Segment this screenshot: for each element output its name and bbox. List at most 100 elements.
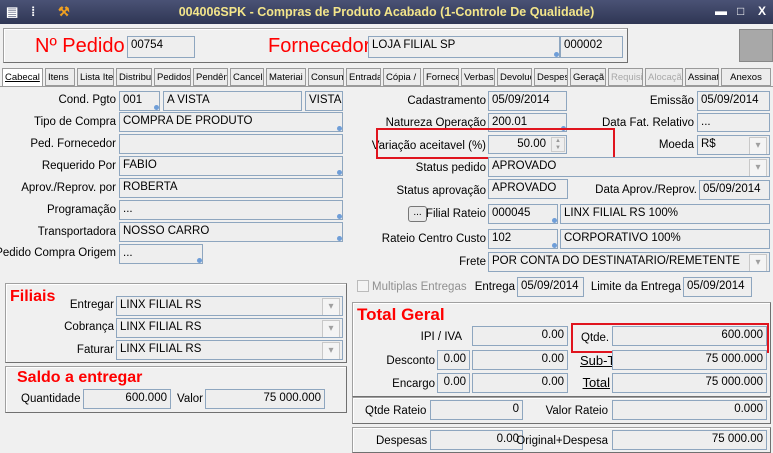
side-button[interactable]	[739, 29, 773, 62]
faturar-label: Faturar	[76, 344, 114, 356]
cond-pgto-extra-field: VISTA	[305, 91, 343, 111]
aprov-reprov-por-label: Aprov./Reprov. por	[21, 182, 116, 194]
tab-distribuicao[interactable]: Distribui	[116, 68, 152, 86]
emissao-label: Emissão	[649, 95, 694, 107]
window-title: 004006SPK - Compras de Produto Acabado (…	[178, 5, 595, 19]
status-pedido-label: Status pedido	[415, 162, 486, 174]
tab-alocacao: Alocaçã	[645, 68, 683, 86]
traffic-light-icon[interactable]: ⁞	[31, 4, 36, 19]
requerido-por-field[interactable]: FABIO	[119, 156, 343, 176]
tab-anexos[interactable]: Anexos	[721, 68, 771, 86]
entregar-dropdown[interactable]: LINX FILIAL RS	[116, 296, 343, 316]
cond-pgto-label: Cond. Pgto	[58, 94, 116, 106]
filiais-panel	[5, 283, 347, 363]
total-field: 75 000.000	[612, 373, 767, 393]
tab-materiais[interactable]: Materiai	[266, 68, 306, 86]
subtotal-field: 75 000.000	[612, 350, 767, 370]
encargo-label: Encargo	[392, 378, 435, 390]
title-bar: ▤ ⁞ ⚒ 004006SPK - Compras de Produto Aca…	[0, 0, 773, 24]
despesas-label: Despesas	[376, 435, 428, 447]
tab-cancelamento[interactable]: Cancela	[230, 68, 264, 86]
tab-verbas[interactable]: Verbas	[461, 68, 495, 86]
rateio-cc-label: Rateio Centro Custo	[381, 233, 486, 245]
multiplas-entregas-checkbox[interactable]	[357, 280, 369, 292]
tools-icon[interactable]: ⚒	[58, 4, 70, 19]
fornecedor-code-field[interactable]: 000002	[560, 36, 623, 58]
data-fat-field[interactable]: ...	[697, 113, 770, 132]
fornecedor-label: Fornecedor	[268, 35, 371, 57]
desconto-field[interactable]: 0.00	[472, 350, 568, 370]
natureza-label: Natureza Operação	[385, 117, 486, 129]
header-panel	[3, 28, 628, 63]
valor-rateio-field: 0.000	[612, 400, 767, 420]
tab-devolucao[interactable]: Devoluç	[497, 68, 532, 86]
pedido-origem-field[interactable]: ...	[119, 244, 203, 264]
encargo-field[interactable]: 0.00	[472, 373, 568, 393]
total-label[interactable]: Total	[582, 375, 610, 390]
natureza-field[interactable]: 200.01	[488, 113, 567, 132]
variacao-field[interactable]: 50.00	[488, 135, 567, 154]
limite-entrega-label: Limite da Entrega	[590, 281, 681, 293]
desconto-pct-field[interactable]: 0.00	[437, 350, 470, 370]
emissao-field[interactable]: 05/09/2014	[697, 91, 770, 111]
pedido-field[interactable]: 00754	[127, 36, 195, 58]
limite-entrega-field[interactable]: 05/09/2014	[683, 277, 752, 297]
data-aprov-field: 05/09/2014	[699, 180, 770, 200]
desconto-label: Desconto	[386, 355, 435, 367]
pedido-label: Nº Pedido	[35, 35, 125, 57]
data-aprov-label: Data Aprov./Reprov.	[595, 184, 697, 196]
pedido-origem-label: Pedido Compra Origem	[0, 247, 116, 259]
encargo-pct-field[interactable]: 0.00	[437, 373, 470, 393]
cadastramento-field: 05/09/2014	[488, 91, 567, 111]
frete-dropdown[interactable]: POR CONTA DO DESTINATARIO/REMETENTE	[488, 252, 770, 272]
filial-rateio-code-field[interactable]: 000045	[488, 204, 558, 224]
close-button[interactable]: X	[758, 4, 767, 18]
faturar-dropdown[interactable]: LINX FILIAL RS	[116, 340, 343, 360]
tab-itens[interactable]: Itens	[45, 68, 75, 86]
entrega-field[interactable]: 05/09/2014	[517, 277, 584, 297]
tab-bar: Cabecal Itens Lista Ite Distribui Pedido…	[2, 68, 771, 87]
rateio-panel	[352, 397, 771, 424]
tipo-compra-field[interactable]: COMPRA DE PRODUTO	[119, 112, 343, 132]
tab-geracao[interactable]: Geraçã	[570, 68, 606, 86]
tab-fornecedor[interactable]: Fornece	[423, 68, 459, 86]
saldo-valor-label: Valor	[177, 393, 203, 405]
saldo-title: Saldo a entregar	[17, 369, 143, 386]
fornecedor-name-field[interactable]: LOJA FILIAL SP	[368, 36, 560, 58]
minimize-button[interactable]: ▬	[715, 4, 727, 18]
maximize-button[interactable]: □	[737, 4, 745, 18]
ped-fornecedor-field[interactable]	[119, 134, 343, 154]
variacao-spinner[interactable]: ▲ ▼	[551, 137, 565, 152]
cobranca-dropdown[interactable]: LINX FILIAL RS	[116, 318, 343, 338]
aprov-reprov-por-field[interactable]: ROBERTA	[119, 178, 343, 198]
qtde-rateio-field: 0	[430, 400, 523, 420]
tab-entrada[interactable]: Entrada	[346, 68, 381, 86]
tab-pedidos[interactable]: Pedidos	[154, 68, 191, 86]
menu-icon[interactable]: ▤	[6, 4, 19, 19]
tab-cabecal[interactable]: Cabecal	[2, 68, 43, 87]
tab-copia[interactable]: Cópia /	[383, 68, 421, 86]
tab-despesas[interactable]: Despes	[534, 68, 568, 86]
tab-lista-itens[interactable]: Lista Ite	[77, 68, 114, 86]
frete-label: Frete	[459, 256, 486, 268]
multiplas-entregas-label: Multiplas Entregas	[372, 281, 467, 293]
total-geral-panel	[352, 302, 771, 397]
highlight-box-variacao	[376, 128, 615, 159]
transportadora-field[interactable]: NOSSO CARRO	[119, 222, 343, 242]
tab-pendencias[interactable]: Pendên	[193, 68, 228, 86]
cond-pgto-code-field[interactable]: 001	[119, 91, 160, 111]
rateio-cc-code-field[interactable]: 102	[488, 229, 558, 249]
status-aprovacao-label: Status aprovação	[396, 185, 486, 197]
original-despesa-field: 75 000.00	[612, 430, 767, 450]
tab-assinatura[interactable]: Assinatu	[685, 68, 719, 86]
status-pedido-dropdown[interactable]: APROVADO	[488, 157, 770, 177]
programacao-field[interactable]: ...	[119, 200, 343, 220]
entregar-label: Entregar	[69, 299, 114, 311]
original-despesa-label: Original+Despesa	[516, 435, 608, 447]
tab-consumo[interactable]: Consum	[308, 68, 344, 86]
tipo-compra-label: Tipo de Compra	[33, 116, 116, 128]
ped-fornecedor-label: Ped. Fornecedor	[30, 138, 116, 150]
filial-rateio-button[interactable]: ...	[408, 206, 427, 222]
cond-pgto-desc-field: A VISTA	[163, 91, 302, 111]
moeda-dropdown[interactable]: R$	[697, 135, 770, 155]
